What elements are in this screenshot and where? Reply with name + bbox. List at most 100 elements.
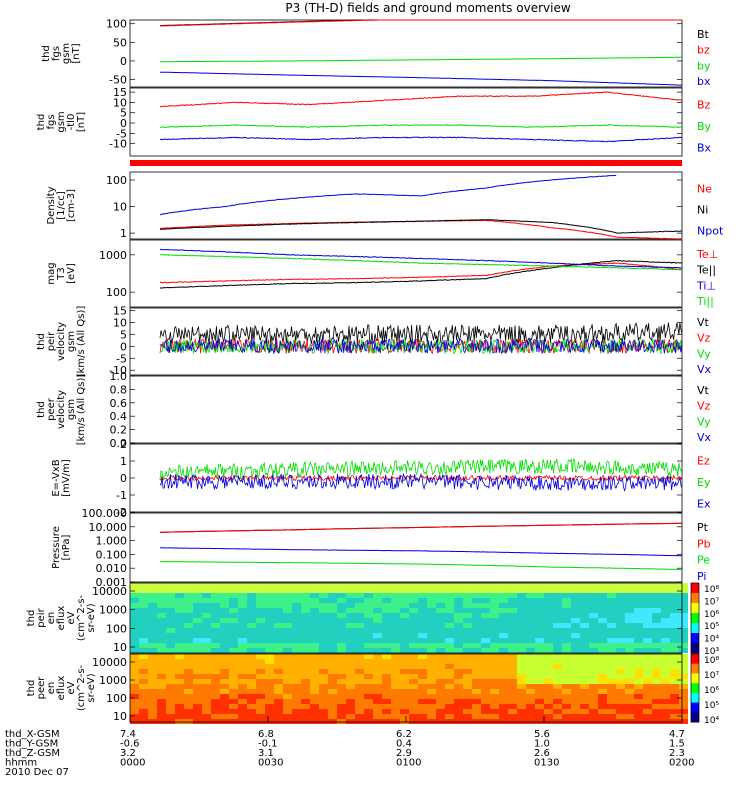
y-tick-label: 0.001	[96, 576, 128, 589]
legend-entry: Ne	[697, 183, 712, 196]
y-tick-label: 2	[120, 438, 127, 451]
legend-entry: Ey	[697, 476, 711, 489]
y-axis-label-line: [1/cc]	[56, 191, 67, 220]
y-tick-label: 10	[113, 201, 127, 214]
panel-frame	[129, 375, 683, 444]
panel-efield: 2 1 0 -1 -2 E=-VxB [mV/m] Ez Ey Ex	[51, 438, 711, 519]
legend-entry: Pb	[697, 537, 711, 550]
y-tick-label: 100	[106, 622, 127, 635]
y-tick-label: 10	[113, 96, 127, 109]
series-line-Ey	[159, 458, 683, 481]
x-axis-value: 2.9	[396, 748, 412, 759]
y-tick-label: 1.0	[110, 370, 128, 383]
x-axis-value: 4.7	[669, 729, 685, 740]
colorbar-tick: 10⁵	[704, 701, 719, 711]
y-tick-label: 10.000	[89, 521, 128, 534]
legend-entry: Vt	[697, 384, 710, 397]
y-axis-label-line: (cm^2-s-	[76, 594, 87, 641]
y-axis-label-line: sr-eV)	[86, 673, 97, 702]
legend-entry: By	[697, 120, 712, 133]
y-axis-label-line: peer	[36, 676, 47, 700]
panel-fgs_gsm: 100 50 0 -50 thd fgs gsm [nT] Bt bz by bx	[41, 18, 711, 88]
colorbar-tick: 10⁴	[704, 716, 719, 726]
y-axis-label-line: eflux	[56, 606, 67, 631]
panel-peer_eflux: 10⁸ 10⁷ 10⁶ 10⁵ 10⁴ 10000 1000 100 10 thd peer en ef…	[26, 653, 719, 726]
legend-entry: Vy	[697, 415, 711, 428]
y-axis-label: thd peer velocity gsm [km/s (All Qs)]	[36, 374, 87, 446]
x-axis-value: -0.1	[258, 739, 278, 750]
y-axis-label: Density [1/cc] [cm-3]	[46, 186, 77, 224]
y-tick-label: 0	[120, 117, 127, 130]
y-axis-label-line: en	[46, 682, 57, 695]
legend-entry: Vy	[697, 347, 711, 360]
y-axis-label-line: Density	[46, 186, 57, 224]
y-tick-label: 0.010	[96, 562, 128, 575]
series-line-Ti||	[159, 254, 683, 271]
y-axis-label: thd peir velocity gsm [km/s (All Qs)]	[36, 306, 87, 378]
x-axis-value: 1.5	[669, 739, 685, 750]
x-axis-value: 5.6	[534, 729, 550, 740]
legend-entry: Pt	[697, 521, 709, 534]
x-axis-value: 0.4	[396, 739, 412, 750]
y-tick-label: 0	[120, 340, 127, 353]
x-axis-value: 6.2	[396, 729, 412, 740]
x-axis-value: 0130	[534, 758, 559, 769]
legend-entry: Vz	[697, 400, 711, 413]
y-tick-label: 1	[120, 455, 127, 468]
y-tick-label: 100	[106, 286, 127, 299]
y-tick-label: 15	[113, 304, 127, 317]
y-axis-label-line: [eV]	[66, 263, 77, 284]
colorbar-tick: 10⁸	[704, 656, 719, 666]
y-tick-label: -10	[109, 364, 127, 377]
panel-frame	[129, 19, 683, 88]
x-axis-value: 0100	[396, 758, 421, 769]
y-tick-label: 100	[106, 18, 127, 31]
legend-entry: Bt	[697, 28, 710, 41]
y-axis-label-line: thd	[36, 333, 47, 350]
x-axis-row-label: thd_Z-GSM	[5, 748, 60, 759]
y-axis-label-line: [nT]	[76, 112, 87, 132]
y-tick-label: 10	[113, 316, 127, 329]
series-line-bz	[160, 19, 682, 27]
legend-entry: Ti||	[696, 295, 714, 308]
panel-frame	[129, 87, 683, 157]
legend-entry: by	[697, 59, 711, 72]
x-axis-value: 1.0	[534, 739, 550, 750]
y-axis-label-line: velocity	[56, 390, 67, 429]
y-tick-label: 0	[120, 472, 127, 485]
y-axis-label-line: thd	[26, 610, 37, 627]
y-axis-label-line: E=-VxB	[51, 459, 62, 496]
x-axis-date: 2010 Dec 07	[5, 767, 69, 778]
colorbar-tick: 10⁵	[704, 622, 719, 632]
series-line-Npot	[159, 174, 617, 216]
y-tick-label: 0	[120, 55, 127, 68]
legend-entry: Te⊥	[696, 248, 718, 261]
x-axis-row-label: hhmm	[5, 758, 37, 769]
y-tick-label: 100.000	[82, 507, 128, 520]
y-tick-label: 10	[113, 710, 127, 723]
y-axis-label-line: gsm	[61, 43, 72, 64]
y-tick-label: -1	[116, 489, 127, 502]
y-axis-label-line: eV	[66, 611, 77, 624]
series-line-Vx	[159, 338, 683, 355]
y-tick-label: 5	[120, 107, 127, 120]
y-tick-label: 0.4	[110, 410, 128, 423]
series-line-Pe	[159, 561, 683, 571]
colorbar-peir_eflux: 10⁸ 10⁷ 10⁶ 10⁵ 10⁴ 10³	[690, 582, 719, 657]
legend-entry: Vz	[697, 332, 711, 345]
series-line-Pi	[159, 547, 682, 557]
y-axis-label-line: eflux	[56, 676, 67, 701]
y-axis-label-line: [nT]	[71, 43, 82, 63]
y-tick-label: -2	[116, 506, 127, 519]
panel-frame	[129, 171, 683, 240]
colorbar-tick: 10⁶	[704, 610, 719, 620]
legend-entry: Bz	[697, 99, 711, 112]
y-tick-label: 0.6	[110, 397, 128, 410]
y-tick-label: -5	[116, 352, 127, 365]
y-axis-label-line: gsm	[66, 399, 77, 420]
y-axis-label: E=-VxB [mV/m]	[51, 459, 72, 497]
